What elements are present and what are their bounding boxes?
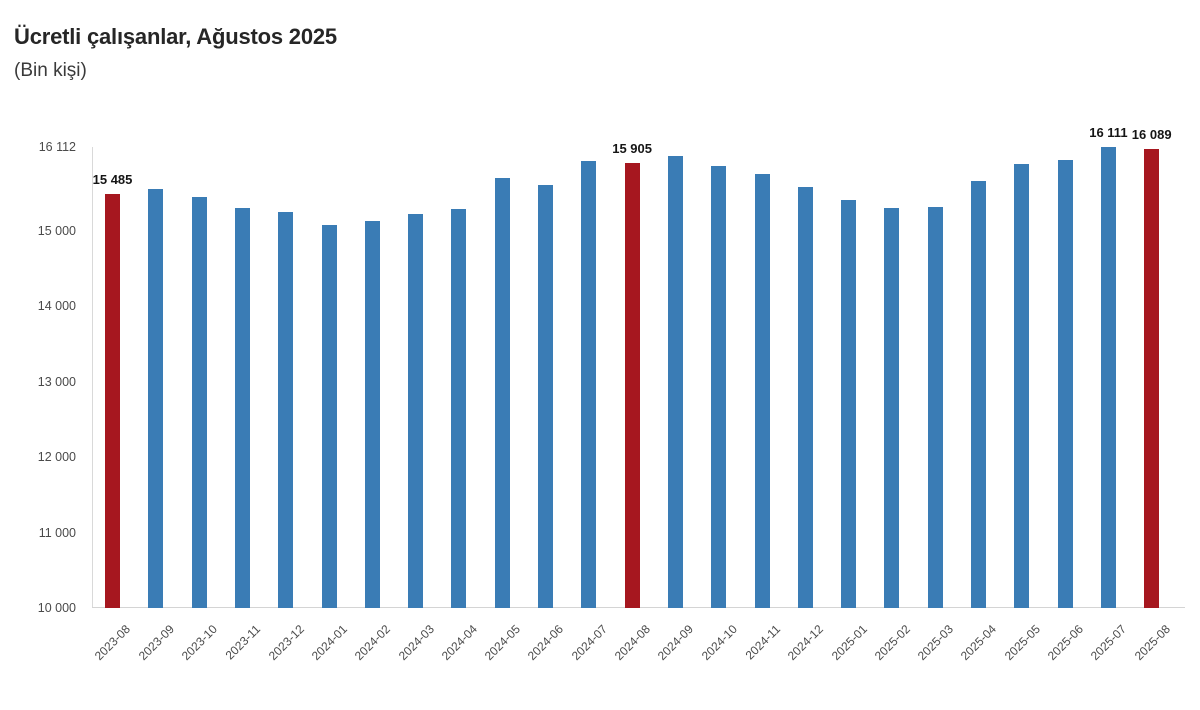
bar-2024-07	[581, 161, 597, 608]
x-tick-label-2024-02: 2024-02	[352, 622, 394, 664]
bar-value-label-2024-08: 15 905	[612, 140, 652, 156]
bar-2025-07	[1100, 147, 1116, 608]
bar-2024-02	[364, 220, 380, 608]
bar-2024-01	[321, 224, 337, 608]
bar-2025-02	[884, 208, 900, 608]
x-tick-label-2024-09: 2024-09	[655, 622, 697, 664]
x-tick-label-2023-11: 2023-11	[222, 622, 264, 663]
bar-2023-08	[105, 194, 120, 608]
bar-2024-10	[711, 166, 727, 608]
bar-2025-03	[927, 207, 943, 608]
x-tick-label-2024-01: 2024-01	[308, 622, 350, 664]
chart-title: Ücretli çalışanlar, Ağustos 2025	[14, 24, 337, 49]
x-tick-label-2025-02: 2025-02	[871, 622, 913, 664]
bar-2023-12	[278, 212, 294, 608]
bar-value-label-2023-08: 15 485	[92, 172, 133, 188]
y-axis: 16 112 15 000 14 000 13 000 12 000 11 000 10 0…	[0, 140, 76, 615]
bar-2023-09	[148, 189, 164, 608]
x-tick-label-2025-01: 2025-01	[828, 622, 870, 664]
x-tick-label-2024-05: 2024-05	[482, 622, 524, 664]
x-tick-label-2024-10: 2024-10	[698, 622, 740, 664]
plot-area: 15 485 2023-08 2023-09 2023-10 2023-11 2023-1…	[92, 125, 1185, 663]
bar-value-label-2025-08: 16 089	[1131, 126, 1172, 142]
x-tick-label-2023-12: 2023-12	[265, 622, 307, 664]
bar-2024-04	[451, 208, 467, 608]
x-tick-label-2025-08: 2025-08	[1131, 622, 1173, 664]
y-tick-label: 12 000	[37, 450, 76, 465]
bar-2023-10	[191, 197, 207, 608]
x-tick-label-2024-12: 2024-12	[785, 622, 827, 664]
bar-2024-05	[494, 178, 510, 608]
bar-2025-01	[841, 200, 857, 608]
x-tick-label-2024-03: 2024-03	[395, 622, 437, 664]
bar-2023-11	[234, 208, 250, 608]
x-tick-label-2024-11: 2024-11	[742, 622, 783, 663]
x-tick-label-2025-03: 2025-03	[915, 622, 957, 664]
bar-2025-08	[1144, 148, 1160, 608]
x-tick-label-2024-07: 2024-07	[568, 622, 610, 664]
bar-2024-06	[538, 184, 553, 608]
y-tick-label: 10 000	[37, 601, 76, 615]
bar-2024-03	[408, 214, 424, 608]
y-tick-label: 13 000	[37, 374, 76, 389]
x-tick-label-2023-09: 2023-09	[135, 622, 177, 664]
y-tick-label: 16 112	[38, 140, 76, 154]
x-tick-label-2025-05: 2025-05	[1001, 622, 1043, 664]
x-tick-label-2025-06: 2025-06	[1044, 622, 1087, 664]
bar-2024-08	[624, 162, 640, 608]
y-tick-label: 15 000	[37, 223, 76, 238]
x-tick-label-2024-08: 2024-08	[611, 622, 654, 664]
x-tick-label-2023-08: 2023-08	[92, 622, 134, 664]
bar-value-label-2025-07: 16 111	[1089, 125, 1128, 141]
x-tick-label-2023-10: 2023-10	[178, 622, 221, 664]
chart-subtitle: (Bin kişi)	[14, 60, 87, 81]
x-tick-label-2025-07: 2025-07	[1088, 622, 1130, 664]
bar-2024-12	[797, 186, 813, 608]
x-tick-label-2024-06: 2024-06	[525, 622, 567, 664]
x-tick-label-2025-04: 2025-04	[958, 622, 1000, 664]
bar-2025-04	[971, 180, 986, 608]
y-tick-label: 11 000	[38, 525, 76, 540]
y-axis-line	[92, 147, 93, 608]
bar-2024-11	[754, 174, 770, 608]
bar-2024-09	[667, 156, 683, 608]
bar-2025-05	[1014, 164, 1030, 608]
bar-2025-06	[1057, 159, 1073, 608]
y-tick-label: 14 000	[37, 299, 76, 314]
x-tick-label-2024-04: 2024-04	[438, 622, 480, 664]
